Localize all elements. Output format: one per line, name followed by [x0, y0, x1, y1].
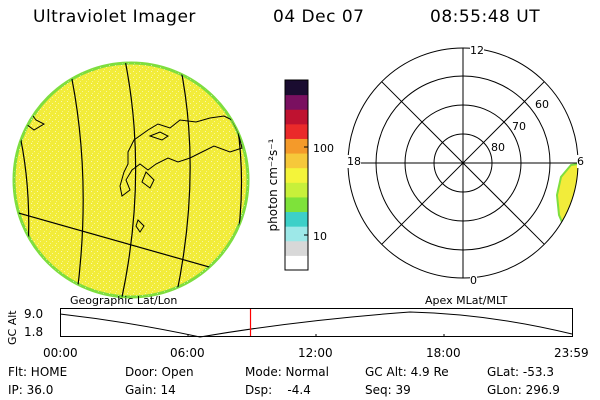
- glon-status: GLon: 296.9: [487, 383, 560, 397]
- altitude-timeline-plot: [59, 308, 573, 338]
- colorbar-segment: [285, 226, 308, 242]
- instrument-title: Ultraviolet Imager: [33, 7, 196, 27]
- colorbar-segment: [285, 94, 308, 110]
- colorbar-segment: [285, 211, 308, 227]
- mlat-label-60: 60: [535, 98, 549, 111]
- time-tick-06: 06:00: [170, 346, 205, 360]
- colorbar-unit-label: photon cm⁻²s⁻¹: [266, 138, 280, 232]
- mlt-label-0: 0: [470, 274, 477, 287]
- meridian-line: [171, 63, 191, 297]
- altitude-ytick-high: 9.0: [24, 307, 44, 321]
- mlat-label-70: 70: [512, 120, 526, 133]
- time-tick-00: 00:00: [43, 346, 78, 360]
- seq-status: Seq: 39: [365, 383, 411, 397]
- colorbar-tick-100: 100: [313, 142, 334, 155]
- colorbar-segment: [285, 80, 308, 96]
- colorbar-segment: [285, 138, 308, 154]
- colorbar-segment: [285, 196, 308, 213]
- meridian-line: [67, 63, 84, 297]
- glat-status: GLat: -53.3: [487, 365, 554, 379]
- colorbar-segment: [285, 255, 308, 271]
- colorbar-segment: [285, 182, 308, 198]
- altitude-axis-label: GC Alt: [6, 310, 19, 345]
- altitude-curve: [59, 311, 573, 338]
- geographic-image: [12, 61, 250, 299]
- mlt-label-12: 12: [470, 44, 484, 57]
- coastline: [148, 131, 169, 141]
- ip-status: IP: 36.0: [8, 383, 54, 397]
- coastline: [135, 219, 145, 233]
- polar-mlat-mlt-plot: [347, 47, 579, 279]
- mlat-label-80: 80: [491, 141, 505, 154]
- mlt-label-6: 6: [577, 155, 584, 168]
- time-tick-2359: 23:59: [554, 346, 589, 360]
- mlt-axis-diagonal: [381, 81, 545, 245]
- coastline: [141, 171, 155, 189]
- colorbar-segment: [285, 109, 308, 125]
- time-tick-18: 18:00: [426, 346, 461, 360]
- mlt-label-18: 18: [347, 155, 361, 168]
- polar-panel-label: Apex MLat/MLT: [425, 294, 508, 307]
- gc-alt-status: GC Alt: 4.9 Re: [365, 365, 449, 379]
- filter-status: Flt: HOME: [8, 365, 68, 379]
- door-status: Door: Open: [125, 365, 194, 379]
- intensity-colorbar: [284, 79, 309, 271]
- colorbar-segment: [285, 167, 308, 183]
- altitude-ytick-low: 1.8: [24, 325, 44, 339]
- dsp-status: Dsp: -4.4: [245, 383, 311, 397]
- aurora-patch: [555, 161, 578, 239]
- colorbar-segment: [285, 240, 308, 256]
- geographic-panel-label: Geographic Lat/Lon: [70, 294, 178, 307]
- mode-status: Mode: Normal: [245, 365, 329, 379]
- observation-time: 08:55:48 UT: [430, 7, 541, 27]
- colorbar-segment: [285, 153, 308, 169]
- meridian-line: [117, 63, 137, 297]
- time-tick-12: 12:00: [298, 346, 333, 360]
- colorbar-segment: [285, 123, 308, 139]
- gain-status: Gain: 14: [125, 383, 176, 397]
- observation-date: 04 Dec 07: [273, 7, 365, 27]
- coastline: [119, 115, 243, 197]
- colorbar-tick-10: 10: [313, 230, 327, 243]
